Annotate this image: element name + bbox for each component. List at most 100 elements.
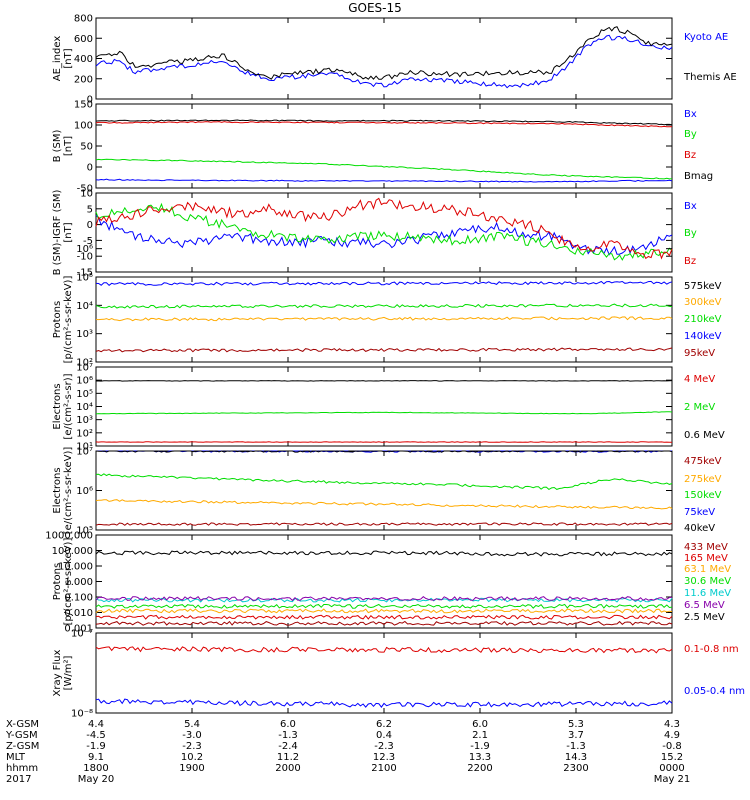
y-axis-label: Electrons [52, 383, 63, 429]
y-tick-label: 10⁴ [76, 301, 93, 312]
y-axis-label: AE_index [52, 36, 63, 82]
y-axis-label: [nT] [63, 136, 74, 156]
y-axis-label: [nT] [63, 48, 74, 68]
ephemeris-value: 0000 [659, 763, 684, 774]
ephemeris-value: -1.9 [86, 741, 106, 752]
y-tick-label: 0.010 [64, 608, 93, 619]
y-tick-label: 10⁻⁸ [71, 709, 93, 720]
series-line-bx [95, 178, 673, 183]
ephemeris-value: May 21 [654, 774, 691, 785]
ephemeris-row-label: MLT [6, 752, 26, 763]
ephemeris-value: 10.2 [181, 752, 203, 763]
legend-63-1-mev: 63.1 MeV [684, 564, 731, 575]
y-tick-label: 10³ [76, 415, 93, 426]
legend-bx: Bx [684, 109, 697, 120]
ephemeris-row-label: hhmm [6, 763, 38, 774]
series-line-0-6-mev [96, 380, 673, 382]
y-axis-label: [p/(cm²-s-sr-keV)] [63, 538, 74, 626]
ephemeris-value: -4.5 [86, 730, 106, 741]
y-tick-label: 50 [80, 142, 93, 153]
y-axis-label: B (SM)-IGRF (SM) [52, 190, 63, 276]
y-tick-label: 10⁻⁷ [71, 629, 93, 640]
y-tick-label: 10 [80, 189, 93, 200]
legend-140kev: 140keV [684, 331, 722, 342]
ephemeris-value: 2200 [467, 763, 492, 774]
y-axis-label: [p/(cm²-s-sr-keV)] [63, 276, 74, 364]
y-tick-label: -5 [83, 236, 93, 247]
y-tick-label: 10² [76, 428, 93, 439]
ephemeris-value: 0.4 [376, 730, 392, 741]
series-line-40kev [95, 450, 673, 453]
legend-11-6-mev: 11.6 MeV [684, 588, 731, 599]
ephemeris-value: -1.3 [278, 730, 298, 741]
y-tick-label: 150 [74, 100, 93, 111]
legend-bz: Bz [684, 150, 696, 161]
y-tick-label: -10 [77, 252, 93, 263]
legend-433-mev: 433 MeV [684, 542, 728, 553]
y-tick-label: 10³ [76, 329, 93, 340]
series-line-275kev [95, 499, 673, 510]
ephemeris-value: May 20 [78, 774, 115, 785]
y-tick-label: 1000.000 [45, 531, 93, 542]
legend-475kev: 475keV [684, 456, 722, 467]
legend-by: By [684, 129, 697, 140]
y-axis-label: [e/(cm²-s-sr-keV)] [63, 447, 74, 535]
legend-themis-ae: Themis AE [683, 72, 737, 83]
y-axis-label: Protons [52, 563, 63, 600]
legend-40kev: 40keV [684, 523, 715, 534]
y-tick-label: 800 [74, 14, 93, 25]
ephemeris-value: 1800 [83, 763, 108, 774]
y-axis-label: Protons [52, 301, 63, 338]
y-axis-label: [nT] [63, 222, 74, 242]
ephemeris-value: 11.2 [277, 752, 299, 763]
panel-frame [95, 632, 673, 714]
legend-0-1-0-8-nm: 0.1-0.8 nm [684, 644, 739, 655]
legend-165-mev: 165 MeV [684, 553, 728, 564]
y-tick-label: -50 [77, 184, 93, 195]
legend-bx: Bx [684, 201, 697, 212]
series-line-kyoto-ae [95, 34, 673, 89]
ephemeris-value: 5.4 [184, 719, 200, 730]
y-tick-label: 10⁵ [76, 389, 93, 400]
series-line-0-05-0-4-nm [95, 698, 673, 708]
y-tick-label: 10⁵ [76, 526, 93, 537]
series-line-themis-ae [95, 26, 673, 80]
legend-2-mev: 2 MeV [684, 402, 715, 413]
legend-575kev: 575keV [684, 281, 722, 292]
y-tick-label: 400 [74, 54, 93, 65]
series-line-4-mev [95, 441, 672, 443]
legend-95kev: 95keV [684, 348, 715, 359]
legend-4-mev: 4 MeV [684, 374, 715, 385]
ephemeris-value: 2300 [563, 763, 588, 774]
ephemeris-row-label: X-GSM [6, 719, 39, 730]
y-tick-label: 10⁷ [76, 447, 93, 458]
series-line-bx [95, 214, 673, 256]
y-tick-label: 10⁶ [76, 376, 93, 387]
ephemeris-value: 6.0 [280, 719, 296, 730]
panel-frame [95, 103, 673, 189]
y-tick-label: 10.000 [58, 562, 93, 573]
series-line-165-mev [95, 614, 673, 620]
y-tick-label: 0.100 [64, 593, 93, 604]
ephemeris-value: 2.1 [472, 730, 488, 741]
y-tick-label: 600 [74, 34, 93, 45]
ephemeris-value: -1.9 [470, 741, 490, 752]
ephemeris-value: 4.9 [664, 730, 680, 741]
series-line-2-mev [95, 411, 673, 415]
ephemeris-value: 13.3 [469, 752, 491, 763]
y-tick-label: 10⁶ [76, 486, 93, 497]
ephemeris-value: 4.4 [88, 719, 104, 730]
series-line-0-1-0-8-nm [95, 646, 673, 654]
legend-6-5-mev: 6.5 MeV [684, 600, 725, 611]
series-line-by [95, 158, 673, 180]
y-tick-label: 100.000 [52, 546, 93, 557]
ephemeris-value: 4.3 [664, 719, 680, 730]
ephemeris-value: 6.2 [376, 719, 392, 730]
legend-275kev: 275keV [684, 474, 722, 485]
ephemeris-value: 15.2 [661, 752, 683, 763]
series-line-bz [95, 197, 673, 260]
y-tick-label: 10⁷ [76, 363, 93, 374]
panel-frame [95, 534, 673, 629]
legend-30-6-mev: 30.6 MeV [684, 576, 731, 587]
